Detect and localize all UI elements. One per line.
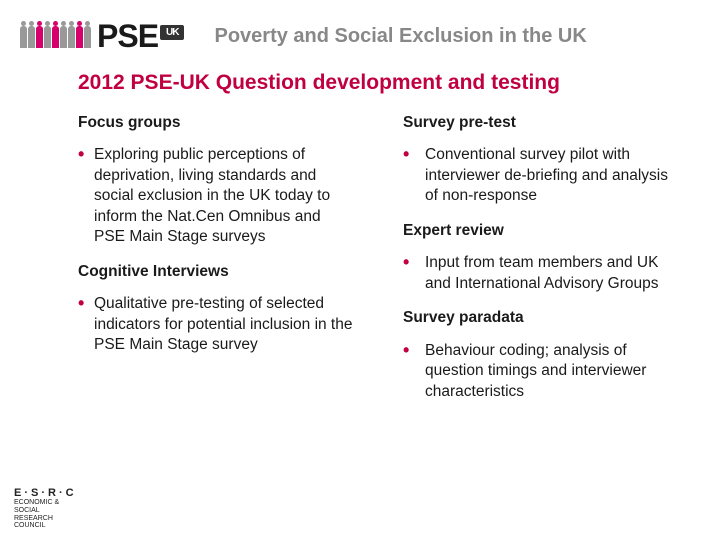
left-column: Focus groups Exploring public perception… xyxy=(78,109,355,416)
right-column: Survey pre-test Conventional survey pilo… xyxy=(403,109,680,416)
logo-text: PSEUK xyxy=(97,18,184,55)
slide-title: 2012 PSE-UK Question development and tes… xyxy=(0,61,720,109)
tagline: Poverty and Social Exclusion in the UK xyxy=(214,25,586,48)
survey-pretest-heading: Survey pre-test xyxy=(403,113,680,133)
esrc-full-name: ECONOMIC & SOCIAL RESEARCH COUNCIL xyxy=(14,499,66,530)
survey-paradata-heading: Survey paradata xyxy=(403,308,680,328)
survey-pretest-bullet: Conventional survey pilot with interview… xyxy=(403,145,680,206)
people-icon xyxy=(20,26,91,48)
content: Focus groups Exploring public perception… xyxy=(0,109,720,416)
uk-badge: UK xyxy=(160,25,184,40)
pse-logo: PSEUK xyxy=(20,18,184,55)
cognitive-interviews-heading: Cognitive Interviews xyxy=(78,262,355,282)
survey-paradata-bullet: Behaviour coding; analysis of question t… xyxy=(403,341,680,402)
esrc-logo: E·S·R·C ECONOMIC & SOCIAL RESEARCH COUNC… xyxy=(14,487,66,530)
focus-groups-heading: Focus groups xyxy=(78,113,355,133)
cognitive-interviews-bullet: Qualitative pre-testing of selected indi… xyxy=(78,294,355,355)
focus-groups-bullet: Exploring public perceptions of deprivat… xyxy=(78,145,355,247)
expert-review-bullet: Input from team members and UK and Inter… xyxy=(403,253,680,294)
expert-review-heading: Expert review xyxy=(403,221,680,241)
header: PSEUK Poverty and Social Exclusion in th… xyxy=(0,0,720,61)
esrc-acronym: E·S·R·C xyxy=(14,487,66,499)
